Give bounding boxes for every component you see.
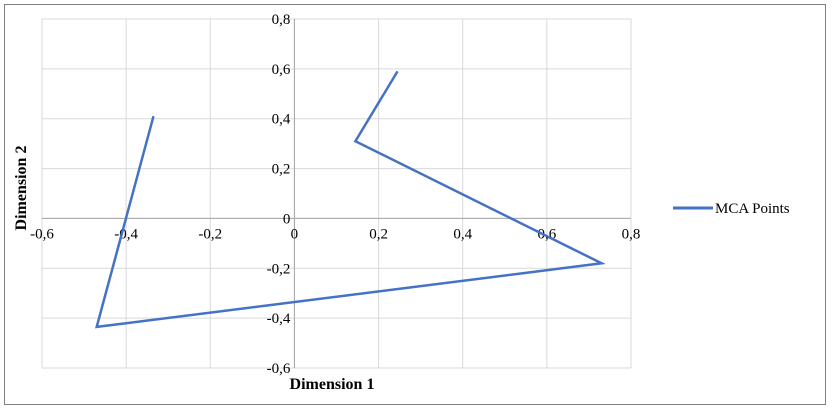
- axes: [42, 19, 631, 368]
- x-tick-label: -0,2: [198, 226, 222, 242]
- legend-label-mca-points: MCA Points: [715, 201, 790, 217]
- grid-lines: [41, 18, 632, 369]
- data-point: [95, 325, 98, 328]
- y-tick-label: -0,4: [267, 311, 291, 327]
- data-point: [600, 262, 603, 265]
- y-axis-title: Dimension 2: [13, 146, 30, 231]
- data-point: [396, 70, 399, 73]
- x-tick-label: 0,4: [453, 226, 472, 242]
- y-tick-label: 0,2: [272, 162, 291, 178]
- y-tick-labels: 0,8 0,6 0,4 0,2 0 -0,2 -0,4 -0,6: [267, 12, 291, 377]
- chart-frame: [4, 4, 826, 405]
- series-group: [95, 70, 606, 329]
- y-tick-label: 0: [283, 211, 291, 227]
- x-tick-label: -0,6: [30, 226, 54, 242]
- x-tick-label: -0,4: [114, 226, 138, 242]
- x-tick-label: 0: [291, 226, 299, 242]
- y-tick-label: 0,8: [272, 12, 291, 28]
- y-tick-label: 0,6: [272, 62, 291, 78]
- data-point: [152, 115, 155, 118]
- y-tick-label: 0,4: [272, 112, 291, 128]
- x-tick-label: 0,8: [622, 226, 641, 242]
- x-axis-title: Dimension 1: [290, 376, 375, 393]
- series-line-mca-points: [95, 70, 606, 329]
- y-tick-label: -0,6: [267, 361, 291, 377]
- legend: MCA Points: [673, 201, 790, 217]
- x-tick-label: 0,2: [369, 226, 388, 242]
- x-tick-labels: -0,6 -0,4 -0,2 0 0,2 0,4 0,6 0,8: [30, 226, 640, 242]
- data-point: [354, 140, 357, 143]
- y-tick-label: -0,2: [267, 261, 291, 277]
